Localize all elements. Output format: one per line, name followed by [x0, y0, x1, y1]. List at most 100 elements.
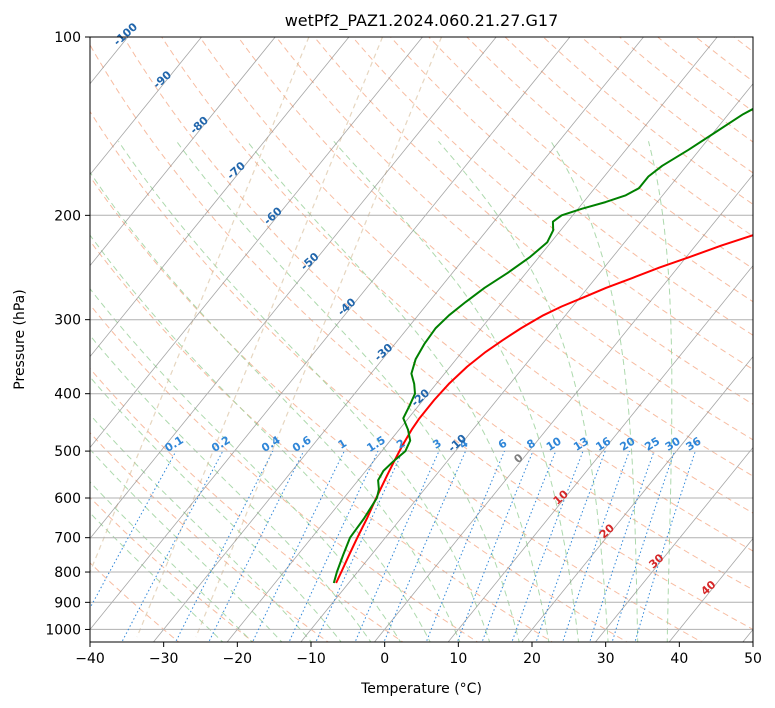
x-tick-label: −20 [223, 651, 253, 667]
mixing-ratio-line [175, 450, 274, 642]
mixing-ratio-label: 0.1 [162, 433, 185, 454]
dry-adiabat [90, 240, 554, 642]
saturation-boundary-curve [195, 37, 443, 638]
background-lines [90, 37, 753, 642]
y-tick-label: 200 [54, 208, 81, 224]
x-axis-title: Temperature (°C) [360, 681, 482, 697]
dry-adiabat [90, 110, 703, 642]
mixing-ratio-lines [90, 450, 696, 642]
mixing-ratio-label: 0.2 [209, 433, 232, 454]
skewed-isotherm [0, 24, 65, 645]
x-tick-label: −30 [149, 651, 179, 667]
skewed-isotherm [90, 37, 276, 267]
skewed-isotherm [90, 37, 497, 540]
mixing-ratio-line [90, 450, 177, 610]
skewed-isotherm [90, 37, 424, 449]
dry-adiabat [90, 175, 628, 642]
moist-adiabat [90, 171, 461, 642]
y-tick-label: 800 [54, 565, 81, 581]
skewed-isotherm [152, 37, 645, 642]
isotherm-label: 0 [511, 451, 526, 466]
dry-adiabat [657, 37, 753, 113]
mixing-ratio-line [511, 450, 584, 642]
mixing-ratio-line [354, 450, 440, 642]
mixing-ratio-label: 3 [430, 437, 443, 452]
isotherm-label: -70 [224, 159, 248, 182]
mixing-ratio-line [252, 450, 345, 642]
moist-adiabat [90, 413, 313, 642]
dry-adiabat [390, 37, 753, 336]
isotherm-label: 40 [698, 578, 718, 598]
y-tick-label: 100 [54, 30, 81, 46]
moist-adiabat [550, 141, 639, 642]
x-axis: −40 −30 −20 −10 0 10 20 30 40 50 [75, 642, 762, 667]
x-tick-label: 0 [380, 651, 389, 667]
y-tick-label: 400 [54, 387, 81, 403]
moist-adiabat [118, 141, 491, 642]
x-tick-label: −40 [75, 651, 105, 667]
mixing-ratio-label: 8 [524, 437, 537, 452]
moist-adiabat [90, 512, 224, 642]
dry-adiabat [90, 43, 753, 631]
mixing-ratio-line [634, 450, 696, 642]
y-tick-label: 700 [54, 531, 81, 547]
isotherm-label: -60 [261, 204, 285, 227]
mixing-ratio-label: 6 [496, 436, 510, 451]
moist-adiabat [246, 140, 550, 642]
skewed-isotherm [226, 37, 718, 642]
chart-title: wetPf2_PAZ1.2024.060.21.27.G17 [285, 11, 559, 31]
dry-adiabat [199, 37, 753, 514]
isotherm-label: 20 [597, 521, 617, 541]
y-tick-label: 900 [54, 595, 81, 611]
isotherm-label: -80 [188, 114, 212, 137]
isotherm-label: -100 [111, 20, 140, 48]
dry-adiabat [733, 37, 753, 53]
moist-adiabat [90, 288, 402, 642]
dry-adiabat [352, 37, 753, 370]
moist-adiabat [333, 140, 580, 642]
isotherm-label: -50 [298, 250, 322, 273]
mixing-ratio-line [121, 450, 224, 642]
dewpoint-profile-line [332, 107, 753, 584]
dry-adiabat [581, 37, 753, 174]
moist-adiabat [90, 234, 431, 642]
y-axis: 100 200 300 400 500 600 700 800 900 1000 [45, 30, 90, 638]
dry-adiabat [161, 37, 753, 552]
mixing-ratio-line [535, 450, 606, 642]
moist-adiabat [90, 376, 342, 642]
isotherm-label: -90 [151, 68, 175, 91]
mixing-ratio-line [481, 450, 557, 642]
mixing-ratio-line [589, 450, 655, 642]
temperature-profile-line [335, 234, 753, 584]
mixing-ratio-label: 1.5 [364, 433, 387, 454]
x-tick-label: −10 [296, 651, 326, 667]
moist-adiabat [648, 141, 673, 642]
skewed-isotherm [373, 174, 753, 642]
dry-adiabat [123, 37, 753, 591]
mixing-ratio-line [562, 450, 630, 642]
mixing-ratio-line [425, 450, 505, 642]
moist-adiabat [176, 141, 520, 642]
skewed-isotherm [521, 355, 753, 642]
plot-frame [89, 36, 754, 643]
moist-adiabat [90, 448, 283, 642]
x-tick-label: 50 [744, 651, 762, 667]
skewed-isotherm [90, 37, 350, 358]
skewed-isotherm [300, 83, 753, 642]
x-tick-label: 10 [449, 651, 467, 667]
mixing-ratio-line [288, 450, 379, 642]
dry-adiabat [90, 432, 329, 642]
y-tick-label: 1000 [45, 622, 81, 638]
mixing-ratio-line [456, 450, 534, 642]
skewed-isotherm [594, 446, 753, 642]
dry-adiabat [90, 304, 479, 642]
y-tick-label: 500 [54, 444, 81, 460]
skewed-isotherm [668, 537, 753, 642]
x-tick-label: 40 [670, 651, 688, 667]
moist-adiabat [438, 140, 609, 642]
skewed-isotherm [90, 37, 203, 176]
isotherm-label: 30 [646, 551, 666, 571]
x-tick-label: 20 [523, 651, 541, 667]
